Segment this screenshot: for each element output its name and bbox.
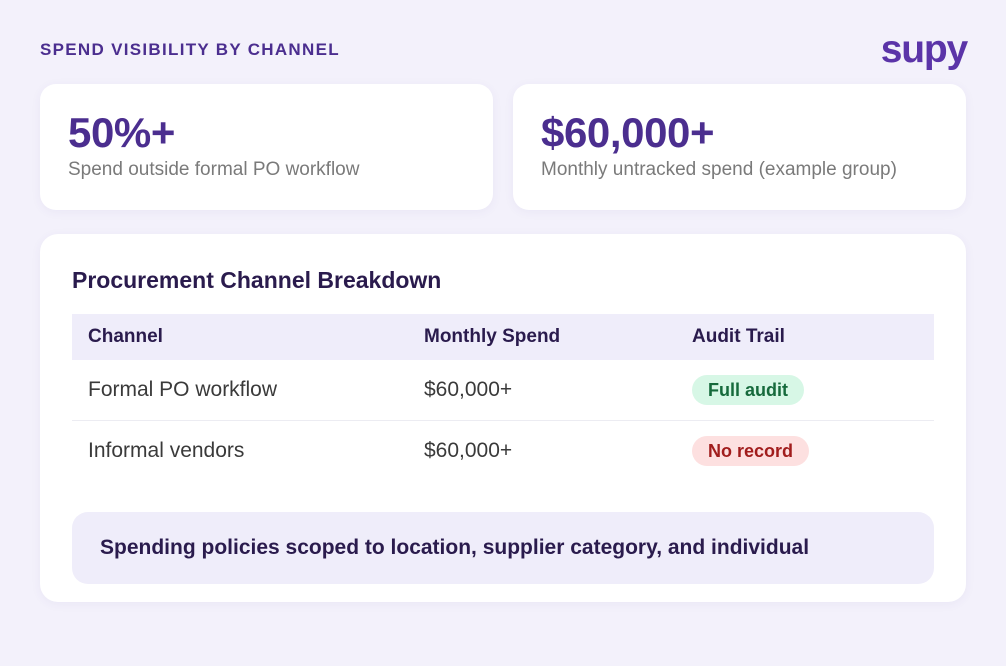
channel-cell: Formal PO workflow — [88, 378, 278, 401]
stat-value: $60,000+ — [541, 109, 715, 156]
stat-card-untracked-spend: $60,000+ Monthly untracked spend (exampl… — [513, 84, 966, 210]
policy-callout: Spending policies scoped to location, su… — [72, 512, 934, 584]
page-title: SPEND VISIBILITY BY CHANNEL — [40, 40, 340, 59]
column-header-audit-trail: Audit Trail — [692, 326, 785, 347]
table-row: Informal vendors $60,000+ No record — [72, 420, 934, 480]
column-header-channel: Channel — [88, 326, 163, 347]
spend-cell: $60,000+ — [424, 378, 513, 401]
column-header-monthly-spend: Monthly Spend — [424, 326, 561, 347]
stat-label: Spend outside formal PO workflow — [68, 159, 360, 180]
section-title: Procurement Channel Breakdown — [72, 267, 442, 293]
audit-cell: Full audit — [692, 375, 934, 405]
audit-status-badge: Full audit — [692, 375, 804, 405]
stats-row: 50%+ Spend outside formal PO workflow $6… — [40, 84, 966, 210]
stat-label: Monthly untracked spend (example group) — [541, 159, 897, 180]
stat-card-outside-po: 50%+ Spend outside formal PO workflow — [40, 84, 493, 210]
channel-table: Channel Monthly Spend Audit Trail Formal… — [72, 314, 934, 480]
stat-value: 50%+ — [68, 109, 175, 156]
audit-status-badge: No record — [692, 435, 810, 466]
brand-logo: supy — [880, 27, 968, 71]
channel-cell: Informal vendors — [88, 438, 245, 462]
audit-cell: No record — [692, 435, 934, 466]
header: SPEND VISIBILITY BY CHANNEL supy — [40, 27, 968, 71]
spend-cell: $60,000+ — [424, 438, 513, 462]
table-header-row: Channel Monthly Spend Audit Trail — [72, 314, 934, 360]
table-row: Formal PO workflow $60,000+ Full audit — [72, 360, 934, 420]
channel-breakdown-card: Procurement Channel Breakdown Channel Mo… — [40, 234, 966, 602]
